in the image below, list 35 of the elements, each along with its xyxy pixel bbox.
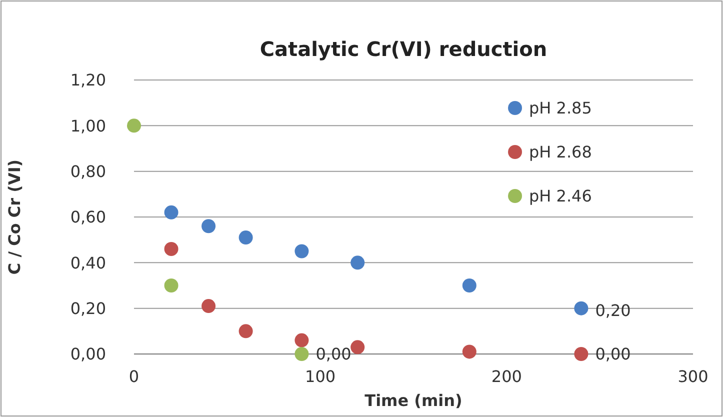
point: [238, 324, 253, 338]
point: [127, 118, 141, 133]
point: [350, 340, 365, 354]
y-tick-label: 1,00: [70, 116, 106, 136]
point: [164, 278, 178, 292]
chart-title: Catalytic Cr(VI) reduction: [260, 37, 548, 61]
legend-label: pH 2.68: [529, 142, 592, 162]
y-tick-label: 0,80: [70, 162, 106, 181]
x-tick-label: 100: [305, 367, 336, 386]
point: [574, 301, 588, 316]
point: [202, 299, 216, 314]
point: [238, 230, 253, 245]
y-tick-label: 0,00: [70, 344, 106, 364]
point: [462, 278, 476, 292]
point: [202, 219, 216, 234]
x-tick-label: 300: [678, 367, 708, 386]
y-axis-title: C / Co Cr (VI): [5, 159, 24, 275]
x-tick-label: 0: [128, 367, 140, 386]
y-tick-label: 0,40: [70, 253, 106, 272]
point: [294, 347, 309, 361]
legend-label: pH 2.46: [529, 186, 592, 206]
point: [350, 256, 365, 270]
y-tick-label: 1,20: [70, 70, 106, 90]
point: [294, 333, 309, 348]
y-tick-label: 0,60: [70, 208, 106, 227]
point: [164, 205, 178, 220]
legend-label: pH 2.85: [529, 98, 592, 118]
point: [164, 242, 178, 256]
point: [462, 344, 476, 359]
y-tick-label: 0,20: [70, 298, 106, 318]
x-tick-label: 200: [491, 367, 522, 386]
x-axis-title: Time (min): [364, 391, 462, 410]
point: [294, 244, 309, 258]
data-label: 0,20: [595, 300, 631, 320]
point: [574, 347, 588, 361]
